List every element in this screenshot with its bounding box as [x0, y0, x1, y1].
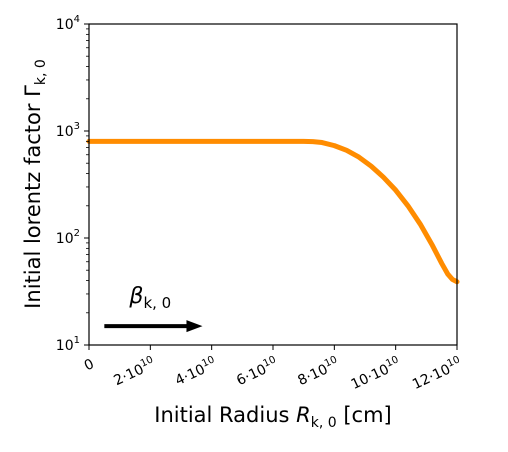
y-tick-label: 101 — [56, 335, 80, 354]
y-axis-label: Initial lorentz factor Γk, 0 — [21, 59, 49, 309]
series-line-0 — [86, 138, 460, 285]
beta-annotation: βk, 0 — [128, 284, 171, 312]
x-tick-label: 6·1010 — [233, 354, 280, 389]
x-axis-label: Initial Radius Rk, 0 [cm] — [154, 403, 391, 431]
x-tick-label: 4·1010 — [172, 354, 219, 389]
x-tick-label: 10·1010 — [348, 354, 403, 393]
x-tick-label: 8·1010 — [295, 354, 342, 389]
annotation-layer: βk, 0 — [104, 284, 203, 333]
x-tick-label: 0 — [82, 356, 97, 374]
series-layer — [86, 138, 460, 285]
velocity-arrow-head — [186, 320, 203, 333]
y-tick-label: 104 — [56, 14, 80, 33]
y-tick-label: 102 — [56, 228, 80, 247]
x-tick-label: 12·1010 — [409, 354, 464, 393]
x-tick-label: 2·1010 — [111, 354, 158, 389]
y-tick-label: 103 — [56, 121, 80, 140]
